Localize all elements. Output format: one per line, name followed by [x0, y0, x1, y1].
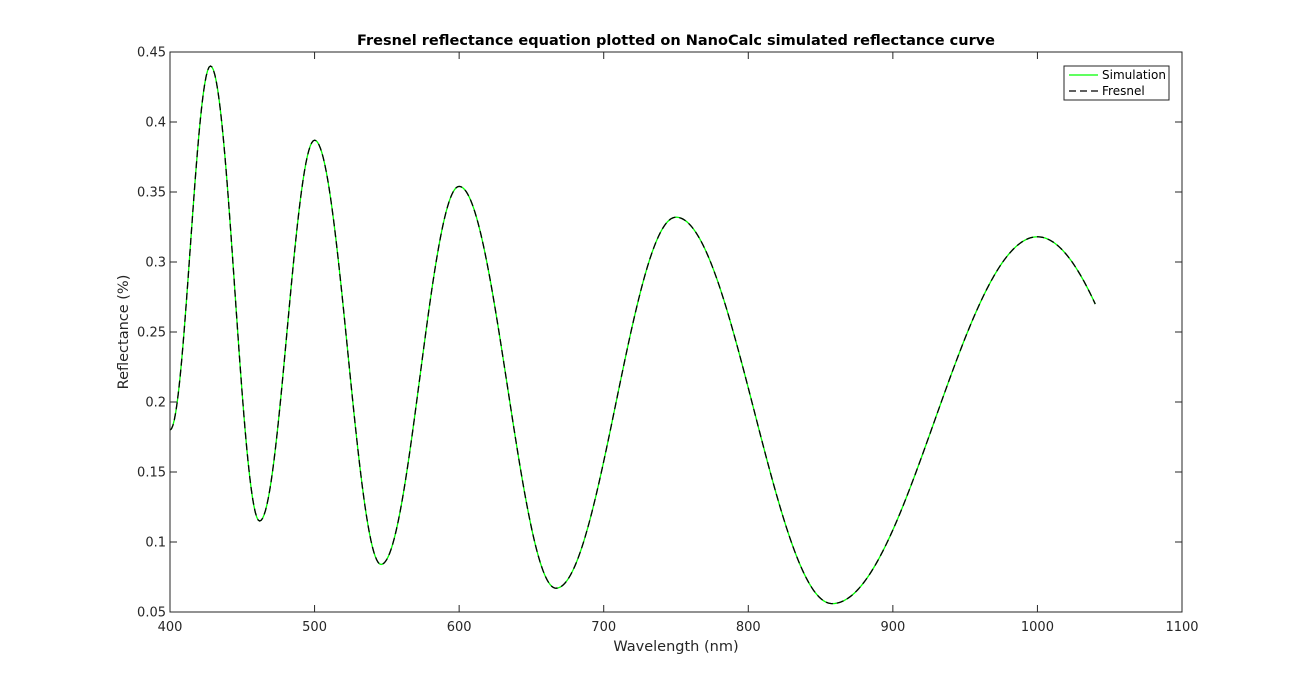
x-axis-label: Wavelength (nm): [613, 639, 738, 655]
y-tick-label: 0.3: [145, 256, 166, 271]
legend-simulation-label: Simulation: [1102, 68, 1166, 82]
legend-fresnel-label: Fresnel: [1102, 84, 1145, 98]
y-tick-label: 0.45: [137, 46, 166, 61]
x-tick-label: 600: [447, 620, 472, 635]
y-tick-label: 0.05: [137, 606, 166, 621]
series-line-fresnel: [169, 65, 1096, 605]
y-axis-ticks: 0.05 0.1 0.15 0.2 0.25 0.3 0.35 0.4 0.45: [137, 46, 1182, 621]
y-tick-label: 0.35: [137, 186, 166, 201]
x-tick-label: 500: [302, 620, 327, 635]
x-axis-ticks: 400 500 600 700 800 900 1000 1100: [158, 52, 1199, 635]
x-tick-label: 800: [736, 620, 761, 635]
y-tick-label: 0.1: [145, 536, 166, 551]
curves: [169, 65, 1096, 605]
plot-area: [170, 52, 1182, 612]
x-tick-label: 700: [591, 620, 616, 635]
y-tick-label: 0.4: [145, 116, 166, 131]
x-tick-label: 1000: [1021, 620, 1054, 635]
legend-box: [1063, 65, 1170, 101]
x-tick-label: 400: [158, 620, 183, 635]
legend: Simulation Fresnel: [1063, 65, 1170, 101]
y-tick-label: 0.15: [137, 466, 166, 481]
x-tick-label: 900: [880, 620, 905, 635]
chart-title: Fresnel reflectance equation plotted on …: [357, 33, 995, 49]
y-tick-label: 0.2: [145, 396, 166, 411]
x-tick-label: 1100: [1165, 620, 1198, 635]
y-tick-label: 0.25: [137, 326, 166, 341]
y-axis-label: Reflectance (%): [116, 275, 132, 390]
